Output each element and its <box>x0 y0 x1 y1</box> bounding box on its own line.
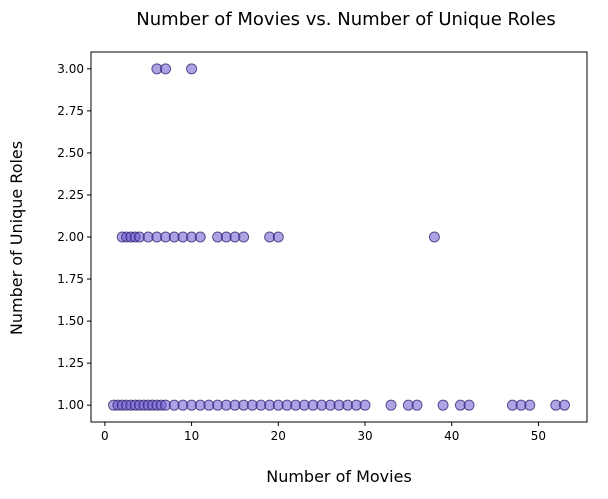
x-tick-label: 0 <box>101 429 109 443</box>
chart-title: Number of Movies vs. Number of Unique Ro… <box>136 9 555 30</box>
y-axis-ticks: 1.00 1.25 1.50 1.75 2.00 2.25 2.50 2.75 3.00 <box>57 62 91 412</box>
y-tick-label: 1.75 <box>57 272 84 286</box>
x-tick-label: 40 <box>444 429 459 443</box>
data-point <box>272 231 284 243</box>
y-tick-label: 2.75 <box>57 104 84 118</box>
data-point <box>359 399 371 411</box>
x-axis-label: Number of Movies <box>266 467 412 486</box>
data-point <box>437 399 449 411</box>
y-tick-label: 1.00 <box>57 398 84 412</box>
points-layer <box>108 63 570 411</box>
y-tick-label: 2.25 <box>57 188 84 202</box>
y-tick-label: 1.50 <box>57 314 84 328</box>
y-tick-label: 1.25 <box>57 356 84 370</box>
y-tick-label: 3.00 <box>57 62 84 76</box>
x-tick-label: 50 <box>531 429 546 443</box>
data-point <box>524 399 536 411</box>
x-axis-ticks: 0 10 20 30 40 50 <box>101 422 546 443</box>
data-point <box>463 399 475 411</box>
data-point <box>558 399 570 411</box>
data-point <box>385 399 397 411</box>
plot-area-frame <box>90 51 588 423</box>
x-tick-label: 30 <box>357 429 372 443</box>
data-point <box>411 399 423 411</box>
x-tick-label: 10 <box>184 429 199 443</box>
data-point <box>186 63 198 75</box>
data-point <box>428 231 440 243</box>
x-tick-label: 20 <box>271 429 286 443</box>
y-axis-label: Number of Unique Roles <box>7 141 26 335</box>
data-point <box>194 231 206 243</box>
data-point <box>160 63 172 75</box>
y-tick-label: 2.50 <box>57 146 84 160</box>
data-point <box>238 231 250 243</box>
y-tick-label: 2.00 <box>57 230 84 244</box>
